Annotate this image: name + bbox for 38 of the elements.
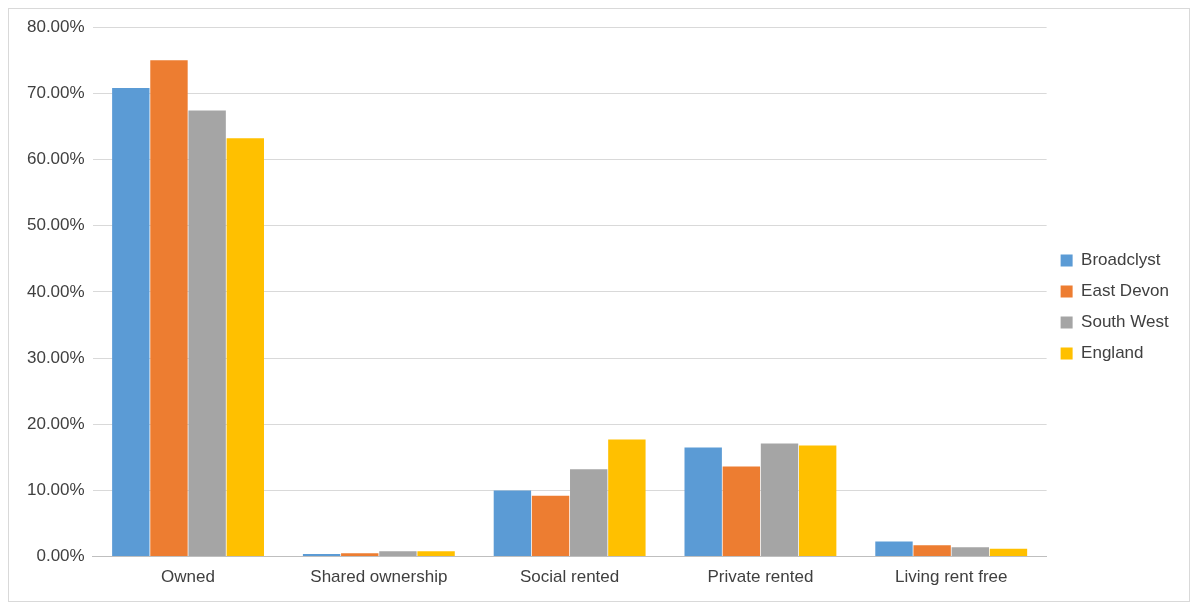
bar xyxy=(913,545,951,557)
bar xyxy=(150,60,188,557)
y-tick-label: 70.00% xyxy=(26,83,85,103)
y-tick-label: 80.00% xyxy=(26,16,85,36)
x-tick-label: Social rented xyxy=(520,567,620,587)
bar xyxy=(798,445,837,557)
bar xyxy=(188,110,226,557)
bar xyxy=(570,469,608,557)
bar xyxy=(989,548,1028,557)
legend-label: England xyxy=(1081,343,1144,363)
bar xyxy=(493,490,532,557)
legend-label: South West xyxy=(1081,312,1169,332)
legend-label: East Devon xyxy=(1081,281,1170,301)
y-tick-label: 10.00% xyxy=(26,480,85,500)
y-tick-label: 40.00% xyxy=(26,281,85,301)
bar xyxy=(951,547,989,557)
bar xyxy=(302,553,341,557)
y-tick-label: 0.00% xyxy=(36,546,85,566)
bar xyxy=(722,466,761,557)
x-tick-label: Shared ownership xyxy=(310,567,448,587)
y-tick-label: 50.00% xyxy=(26,215,85,235)
bar xyxy=(379,551,417,557)
bar xyxy=(417,551,455,557)
legend-label: Broadclyst xyxy=(1081,250,1161,270)
y-tick-label: 20.00% xyxy=(26,413,85,433)
bar xyxy=(112,88,150,557)
bar xyxy=(341,553,379,557)
bar xyxy=(684,447,722,557)
y-tick-label: 60.00% xyxy=(26,149,85,169)
x-tick-label: Living rent free xyxy=(895,567,1008,587)
bar xyxy=(608,439,646,557)
bar xyxy=(531,495,570,557)
y-tick-label: 30.00% xyxy=(26,347,85,367)
x-tick-label: Owned xyxy=(161,567,215,587)
x-tick-label: Private rented xyxy=(707,567,814,587)
bar xyxy=(760,443,799,557)
bar xyxy=(875,541,913,557)
bar xyxy=(226,138,264,557)
